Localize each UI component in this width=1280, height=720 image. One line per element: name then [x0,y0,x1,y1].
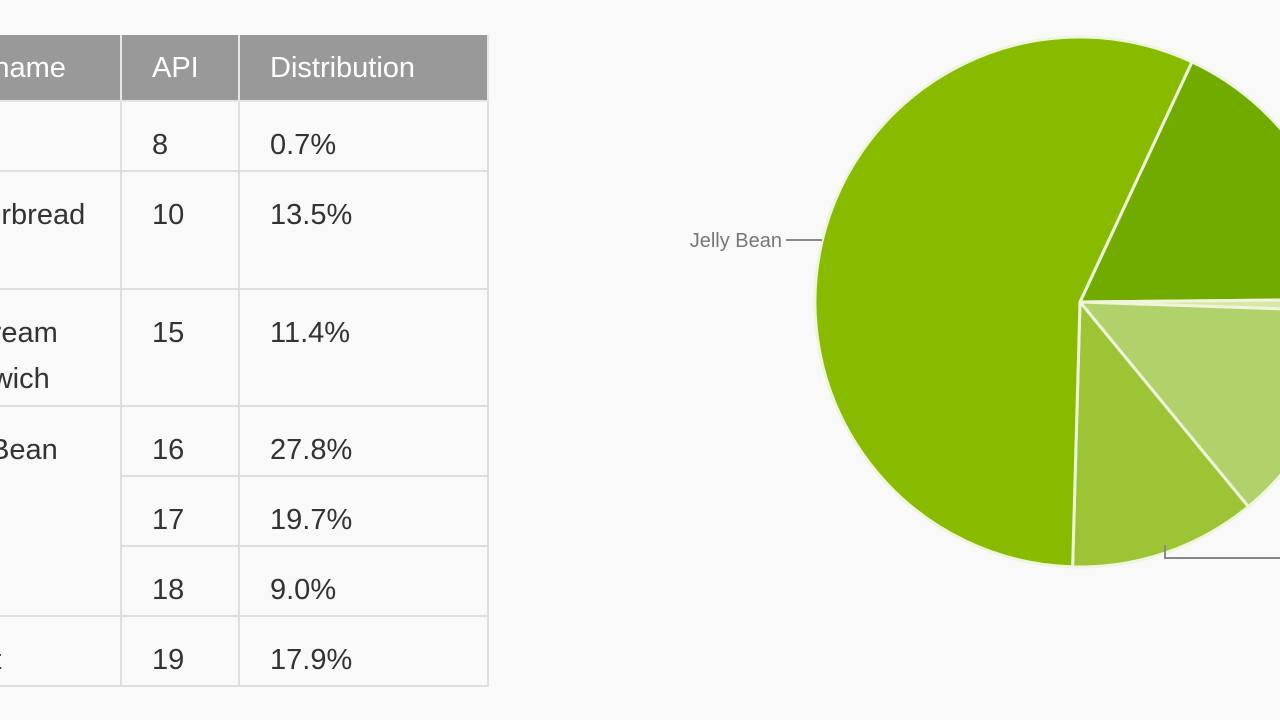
distribution-cell-text: 0.7% [270,129,337,161]
api-cell: 8 [122,102,240,172]
distribution-cell: 17.9% [240,617,489,687]
distribution-cell: 9.0% [240,547,489,617]
distribution-cell: 11.4% [240,290,489,407]
distribution-cell: 27.8% [240,407,489,477]
distribution-cell: 13.5% [240,172,489,290]
codename-cell: KitKat [0,617,122,687]
codename-cell-text: KitKat [0,637,124,683]
pie-slice-kitkat [1077,59,1280,304]
pie-slice-jelly-bean [813,35,1194,569]
distribution-cell-text: 27.8% [270,434,353,466]
api-cell-text: 10 [152,199,185,231]
codename-cell-text: Gingerbread [0,199,86,231]
codename-cell-text: Jelly Bean [0,434,58,466]
header-codename: Codename [0,35,122,102]
distribution-cell-text: 19.7% [270,504,353,536]
api-cell: 10 [122,172,240,290]
api-cell-text: 8 [152,129,169,161]
codename-cell: Jelly Bean [0,407,122,617]
pie-slice-gingerbread [1076,300,1280,509]
codename-cell: Gingerbread [0,172,122,290]
codename-cell: Froyo [0,102,122,172]
api-cell: 16 [122,407,240,477]
api-cell: 15 [122,290,240,407]
distribution-cell: 19.7% [240,477,489,547]
api-cell-text: 18 [152,574,185,606]
distribution-table: Codename API Distribution Froyo 8 0.7% Gingerb… [0,35,489,687]
distribution-cell-text: 17.9% [270,644,353,676]
codename-cell-text: Ice Cream Sandwich [0,317,58,395]
api-cell-text: 16 [152,434,185,466]
api-cell: 18 [122,547,240,617]
distribution-cell: 0.7% [240,102,489,172]
api-cell-text: 15 [152,317,185,349]
header-codename-text: Codename [0,52,66,84]
header-api-text: API [152,52,199,84]
header-distribution-text: Distribution [270,52,416,84]
codename-cell: Ice Cream Sandwich [0,290,122,407]
api-cell-text: 19 [152,644,185,676]
api-cell-text: 17 [152,504,185,536]
header-api: API [122,35,240,102]
distribution-cell-text: 11.4% [270,317,351,349]
header-distribution: Distribution [240,35,489,102]
distribution-cell-text: 9.0% [270,574,337,606]
distribution-cell-text: 13.5% [270,199,353,231]
api-cell: 19 [122,617,240,687]
api-cell: 17 [122,477,240,547]
bottom-leader-line [1164,545,1280,559]
jelly-bean-label: Jelly Bean [690,230,782,252]
